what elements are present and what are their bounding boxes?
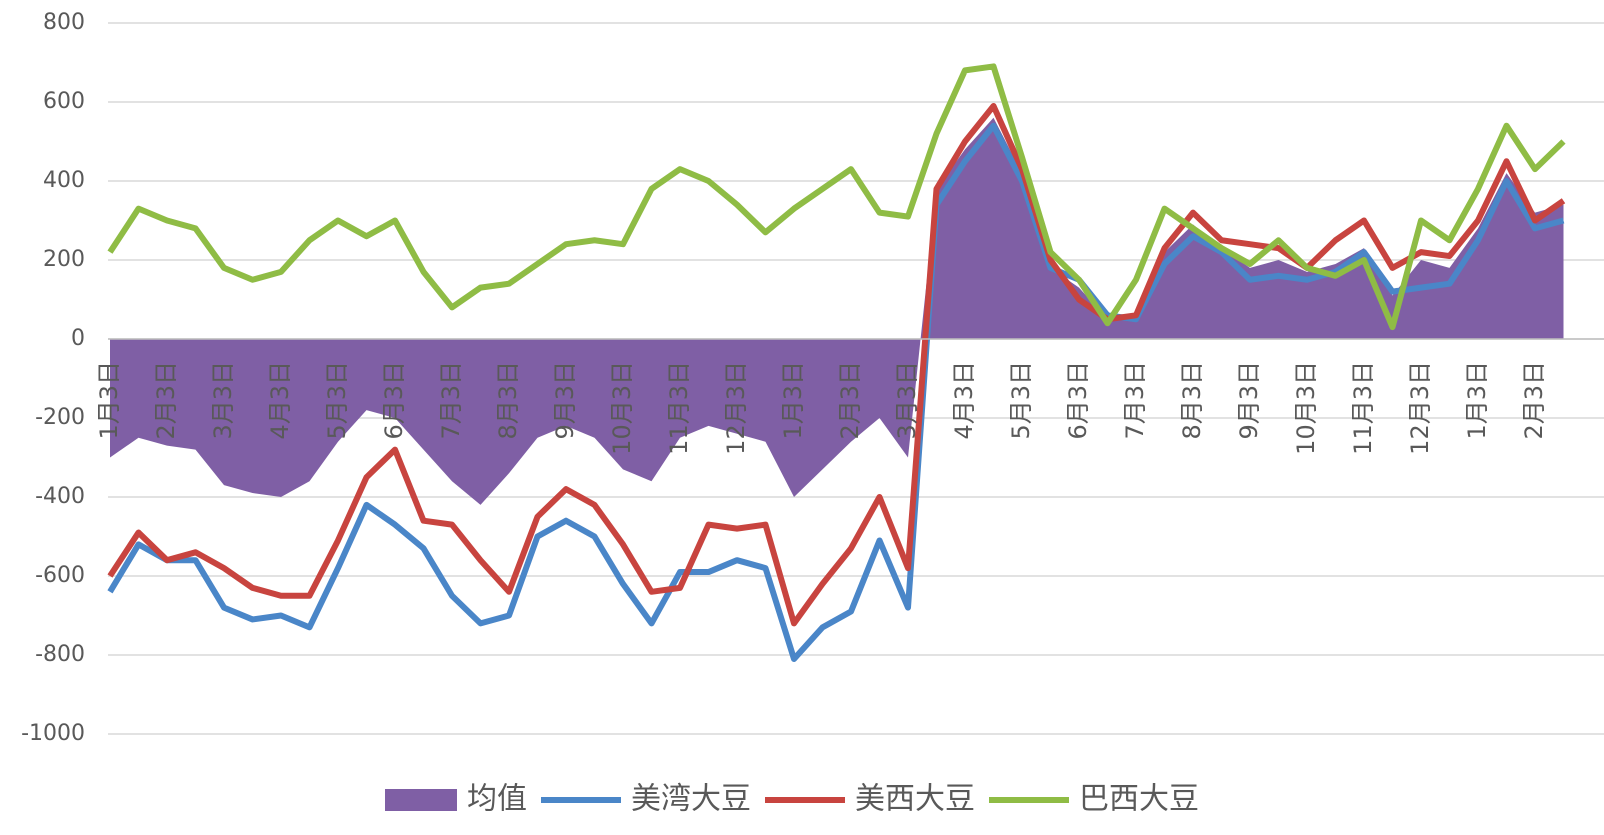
y-tick-label: -600 (35, 563, 85, 588)
x-tick-label: 3月3日 (209, 361, 237, 440)
y-tick-label: 200 (43, 247, 85, 272)
x-tick-label: 2月3日 (152, 361, 180, 440)
x-tick-label: 1月3日 (779, 361, 807, 440)
y-tick-label: 400 (43, 168, 85, 193)
x-tick-label: 1月3日 (1463, 361, 1491, 440)
y-tick-label: -1000 (21, 721, 85, 746)
area (110, 117, 1564, 505)
x-tick-label: 10月3日 (1292, 361, 1320, 455)
x-tick-label: 9月3日 (1235, 361, 1263, 440)
x-tick-label: 4月3日 (266, 361, 294, 440)
x-tick-label: 8月3日 (1178, 361, 1206, 440)
y-tick-label: -400 (35, 484, 85, 509)
x-tick-label: 5月3日 (323, 361, 351, 440)
x-tick-label: 4月3日 (950, 361, 978, 440)
x-tick-label: 8月3日 (494, 361, 522, 440)
x-tick-label: 11月3日 (665, 361, 693, 455)
x-tick-label: 5月3日 (1007, 361, 1035, 440)
x-tick-label: 2月3日 (1520, 361, 1548, 440)
legend-label: 均值 (467, 782, 527, 817)
x-tick-label: 10月3日 (608, 361, 636, 455)
y-tick-label: 0 (71, 326, 85, 351)
y-tick-label: 800 (43, 10, 85, 35)
x-tick-label: 7月3日 (1121, 361, 1149, 440)
x-tick-label: 12月3日 (1406, 361, 1434, 455)
legend-label: 美西大豆 (855, 782, 975, 817)
x-tick-label: 9月3日 (551, 361, 579, 440)
x-tick-label: 1月3日 (95, 361, 123, 440)
x-tick-label: 11月3日 (1349, 361, 1377, 455)
legend-swatch (385, 789, 457, 811)
x-tick-label: 6月3日 (1064, 361, 1092, 440)
x-tick-label: 3月3日 (893, 361, 921, 440)
y-tick-label: -200 (35, 405, 85, 430)
y-tick-label: -800 (35, 642, 85, 667)
legend-label: 巴西大豆 (1079, 782, 1199, 817)
line (107, 102, 1566, 627)
y-tick-label: 600 (43, 89, 85, 114)
line (107, 122, 1565, 662)
x-tick-label: 12月3日 (722, 361, 750, 455)
legend-label: 美湾大豆 (631, 782, 751, 817)
x-tick-label: 2月3日 (836, 361, 864, 440)
x-tick-label: 7月3日 (437, 361, 465, 440)
x-tick-label: 6月3日 (380, 361, 408, 440)
line (107, 63, 1566, 331)
